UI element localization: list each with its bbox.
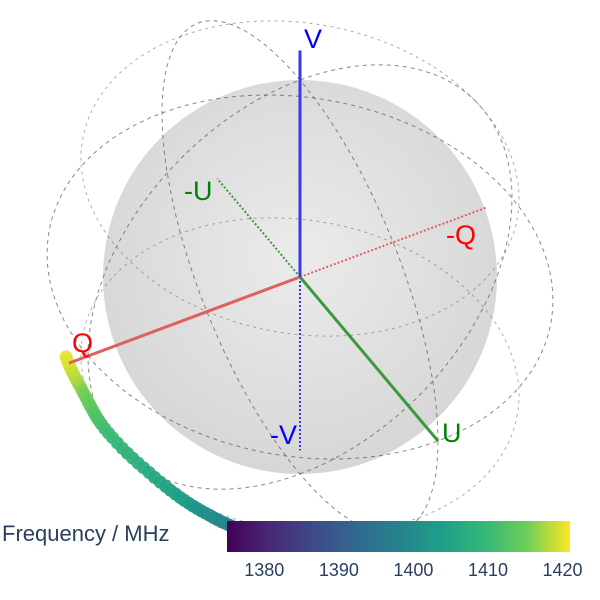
colorbar-title: Frequency / MHz bbox=[2, 521, 170, 546]
label-u-pos: U bbox=[442, 418, 462, 448]
data-point bbox=[199, 506, 213, 520]
meridian-uv-circle bbox=[161, 20, 439, 534]
colorbar-tick-label: 1390 bbox=[318, 560, 359, 580]
data-point bbox=[173, 491, 187, 504]
label-v-neg: -V bbox=[270, 420, 297, 450]
label-v-pos: V bbox=[304, 24, 322, 54]
axis-u-pos bbox=[298, 276, 440, 442]
axis-u-neg bbox=[216, 177, 301, 278]
axis-q-neg bbox=[299, 206, 487, 278]
latitude-south-circle bbox=[80, 217, 520, 534]
label-q-pos: Q bbox=[72, 328, 93, 358]
colorbar bbox=[227, 521, 570, 552]
axes-front bbox=[68, 50, 440, 442]
label-u-neg: -U bbox=[184, 176, 213, 206]
colorbar-tick-label: 1400 bbox=[393, 560, 434, 580]
meridian-qv-circle bbox=[87, 64, 513, 490]
axes-back bbox=[216, 177, 487, 451]
equator-circle bbox=[46, 94, 554, 460]
axis-labels: V -V Q -Q U -U bbox=[72, 24, 476, 450]
colorbar-tick-label: 1380 bbox=[244, 560, 285, 580]
sphere-grid bbox=[46, 20, 554, 534]
data-point bbox=[59, 350, 73, 364]
latitude-north-circle bbox=[80, 20, 520, 337]
colorbar-tick-label: 1410 bbox=[467, 560, 508, 580]
label-q-neg: -Q bbox=[446, 220, 476, 250]
colorbar-tick-label: 1420 bbox=[542, 560, 583, 580]
axis-q-pos-inner bbox=[87, 275, 301, 358]
